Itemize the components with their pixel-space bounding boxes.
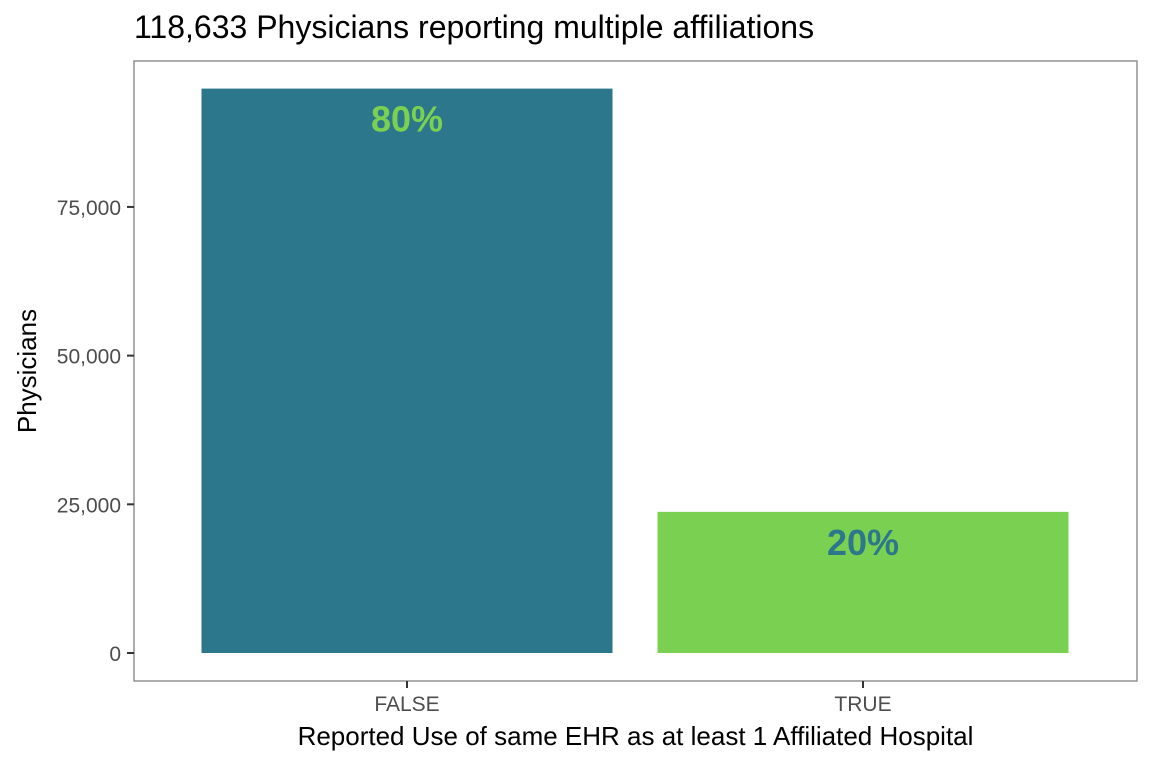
x-tick-label: TRUE xyxy=(834,693,891,716)
bar xyxy=(201,88,613,654)
bar-data-label: 80% xyxy=(371,99,443,140)
y-tick-label: 50,000 xyxy=(57,346,121,369)
chart-title: 118,633 Physicians reporting multiple af… xyxy=(134,9,814,45)
bar-data-label: 20% xyxy=(827,522,899,563)
y-tick-label: 0 xyxy=(109,643,121,666)
y-tick-label: 75,000 xyxy=(57,197,121,220)
y-axis: 0 25,000 50,000 75,000 xyxy=(57,197,134,666)
bar xyxy=(657,511,1069,653)
x-axis-title: Reported Use of same EHR as at least 1 A… xyxy=(298,721,974,751)
bars-group xyxy=(201,88,1069,654)
y-axis-title: Physicians xyxy=(12,309,42,433)
bar-labels-group: 80% 20% xyxy=(371,99,899,563)
y-tick-label: 25,000 xyxy=(57,494,121,517)
x-axis: FALSE TRUE xyxy=(374,681,892,716)
x-tick-label: FALSE xyxy=(374,693,439,716)
